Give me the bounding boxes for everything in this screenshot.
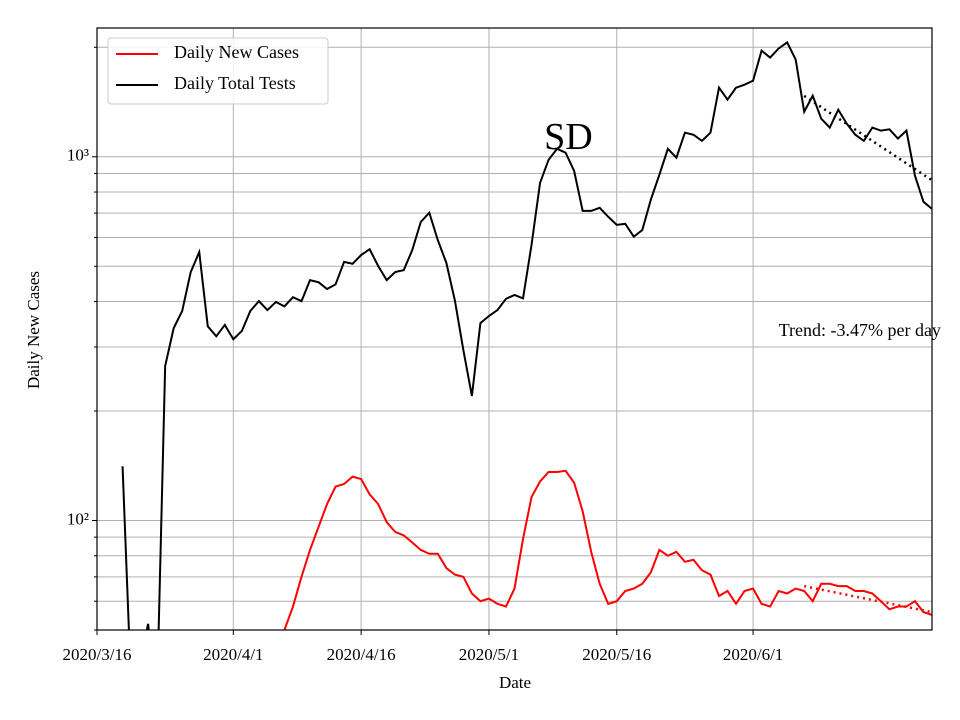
- x-tick-label: 2020/4/1: [203, 645, 263, 664]
- data-line: [121, 40, 932, 630]
- plot-area: [121, 40, 932, 630]
- x-tick-label: 2020/6/1: [723, 645, 783, 664]
- data-line: [283, 469, 932, 630]
- y-axis-label: Daily New Cases: [24, 271, 43, 389]
- plot-frame: [96, 27, 933, 631]
- x-tick-label: 2020/4/16: [327, 645, 396, 664]
- x-axis-label: Date: [499, 673, 531, 692]
- annotation: Trend: -3.47% per day: [779, 320, 941, 340]
- x-tick-label: 2020/5/1: [459, 645, 519, 664]
- x-tick-label: 2020/5/16: [582, 645, 651, 664]
- x-tick-label: 2020/3/16: [63, 645, 132, 664]
- annotation: SD: [544, 116, 593, 158]
- legend-label: Daily New Cases: [174, 42, 299, 62]
- trend-line: [803, 584, 932, 614]
- legend-box: [107, 37, 329, 105]
- trend-line: [803, 94, 932, 182]
- y-tick-label: 10²: [67, 509, 89, 528]
- legend-label: Daily Total Tests: [174, 73, 296, 93]
- y-tick-label: 10³: [67, 146, 89, 165]
